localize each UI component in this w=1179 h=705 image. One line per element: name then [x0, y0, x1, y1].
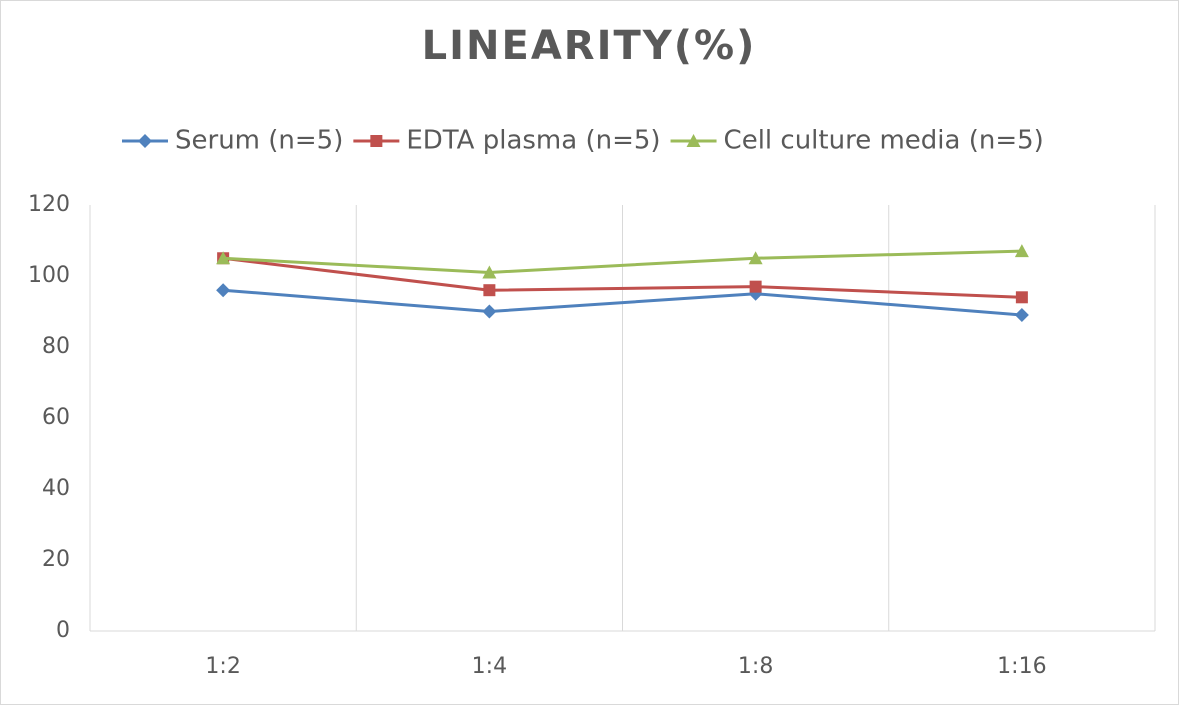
y-tick-label: 60 [42, 405, 70, 430]
data-point [216, 283, 231, 298]
series-line [223, 288, 1022, 317]
series-line [223, 249, 1022, 274]
y-tick-label: 120 [28, 192, 70, 217]
y-tick-label: 0 [56, 618, 70, 643]
x-tick-label: 1:16 [997, 654, 1046, 679]
data-point [216, 251, 231, 265]
x-tick-label: 1:4 [472, 654, 507, 679]
y-tick-label: 20 [42, 547, 70, 572]
chart-title: LINEARITY(%) [422, 23, 757, 69]
data-point [748, 251, 763, 265]
data-point [1015, 291, 1028, 304]
data-point [483, 284, 496, 297]
legend-label: Cell culture media (n=5) [724, 126, 1044, 156]
y-tick-label: 40 [42, 476, 70, 501]
x-tick-label: 1:8 [738, 654, 773, 679]
y-tick-label: 100 [28, 263, 70, 288]
series-line [222, 256, 1022, 299]
legend-label: EDTA plasma (n=5) [406, 126, 660, 156]
x-tick-label: 1:2 [205, 654, 240, 679]
data-point [1014, 308, 1029, 323]
data-point [1014, 244, 1029, 258]
legend-marker [686, 134, 701, 147]
legend-label: Serum (n=5) [175, 126, 343, 156]
data-point [482, 304, 497, 319]
data-point [482, 265, 497, 279]
legend-marker [370, 135, 383, 147]
data-point [749, 280, 762, 293]
legend-marker [138, 134, 152, 148]
y-tick-label: 80 [42, 334, 70, 359]
